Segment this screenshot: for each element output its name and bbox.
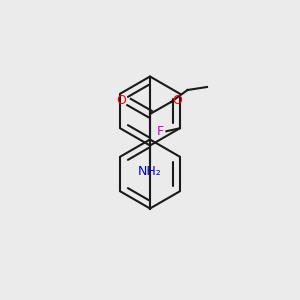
Text: O: O [172,94,182,107]
Text: F: F [156,125,164,138]
Text: O: O [116,94,126,107]
Text: NH₂: NH₂ [138,165,162,178]
